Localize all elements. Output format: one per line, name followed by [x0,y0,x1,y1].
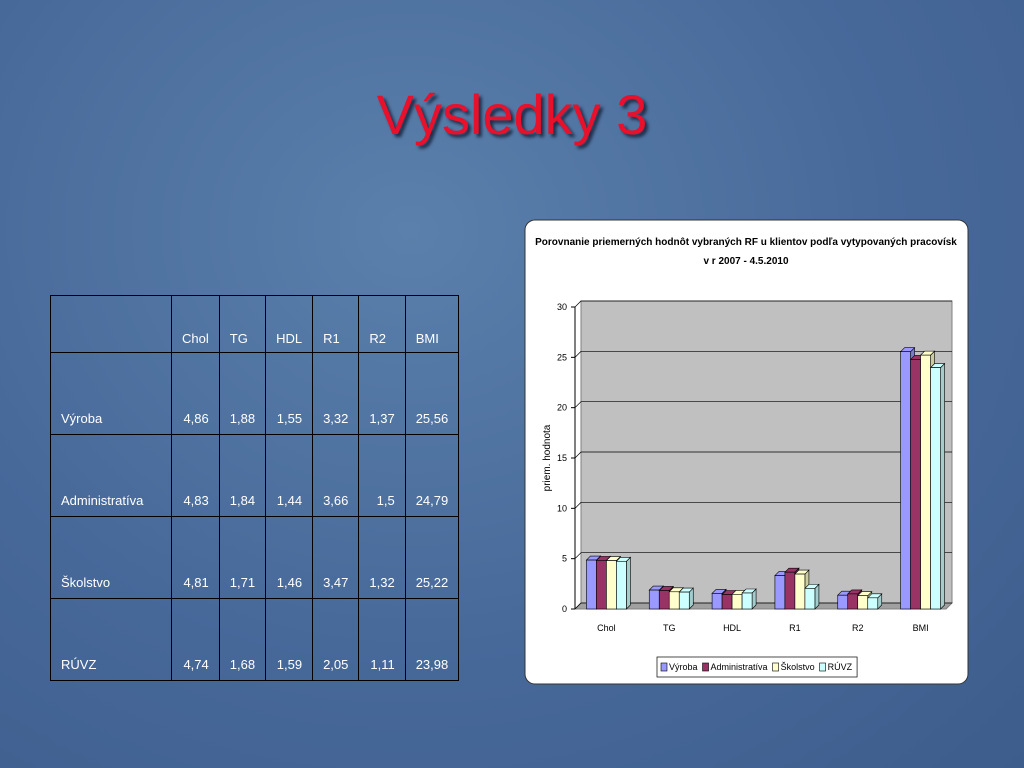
bar [678,591,690,610]
table-cell: 1,71 [218,516,267,599]
column-header: BMI [404,295,460,353]
row-label: Administratíva [50,434,172,517]
legend-label: Výroba [669,662,698,672]
y-tick-label: 5 [562,554,567,564]
legend-label: Školstvo [781,662,815,672]
column-header: TG [218,295,267,353]
plot-floor [573,602,954,610]
header-row: Chol TG HDL R1 R2 BMI [50,295,460,353]
bar [711,593,723,610]
chart-title: Porovnanie priemerných hodnôt vybraných … [535,237,957,248]
bar [741,592,753,610]
y-tick-label: 25 [557,352,567,362]
corner-cell [50,295,172,353]
bar [900,351,911,610]
chart-subtitle: v r 2007 - 4.5.2010 [703,256,789,267]
bar [920,354,931,610]
legend-label: Administratíva [711,662,768,672]
table-cell: 1,68 [218,598,267,681]
legend-swatch [702,662,709,672]
table-cell: 1,11 [358,598,406,681]
column-header: Chol [171,295,220,353]
x-tick-label: TG [663,623,676,633]
bar [668,591,680,610]
grid-line [574,350,952,358]
data-table: Chol TG HDL R1 R2 BMI Výroba 4,86 1,88 1,55 3,32 1,… [50,295,460,681]
table-cell: 1,88 [218,352,267,435]
table-row: Administratíva 4,83 1,84 1,44 3,66 1,5 24,79 [50,434,460,517]
grid-line [574,501,952,509]
bar [867,597,879,610]
table-row: Školstvo 4,81 1,71 1,46 3,47 1,32 25,22 [50,516,460,599]
bar-side [626,556,631,610]
grid-line [574,300,952,308]
table-cell: 1,55 [265,352,314,435]
bar [658,590,670,610]
row-label: Výroba [50,352,172,435]
bar [596,560,607,610]
y-tick-label: 20 [557,403,567,413]
y-tick-label: 15 [557,453,567,463]
bar [616,560,627,610]
bar [930,367,941,610]
bar [837,594,849,610]
bar [648,589,660,610]
bar [606,560,617,610]
table-cell: 3,66 [312,434,360,517]
table-cell: 1,84 [218,434,267,517]
x-tick-label: BMI [913,623,929,633]
table-row: RÚVZ 4,74 1,68 1,59 2,05 1,11 23,98 [50,598,460,681]
table-cell: 25,56 [404,352,460,435]
table-cell: 4,74 [171,598,220,681]
table-cell: 1,37 [358,352,406,435]
bar [804,588,816,610]
table-cell: 2,05 [312,598,360,681]
bar [784,571,796,610]
table-cell: 25,22 [404,516,460,599]
legend-swatch [772,662,779,672]
bar [857,595,869,610]
y-axis-label: priem. hodnota [542,424,553,491]
legend-box [656,656,858,678]
x-tick-label: R1 [789,623,801,633]
legend-swatch [660,662,668,672]
legend-label: RÚVZ [828,662,853,672]
grid-line [574,401,952,408]
bar-side [940,362,945,610]
bar [794,573,806,610]
x-tick-label: HDL [723,623,741,633]
bar [586,559,597,610]
table-cell: 1,32 [358,516,406,599]
table-cell: 1,44 [265,434,314,517]
bar [847,593,859,610]
table-cell: 23,98 [404,598,460,681]
bar [774,575,786,610]
grid-line [574,552,952,559]
table-cell: 3,47 [312,516,360,599]
table-cell: 1,59 [265,598,314,681]
grid-line [574,451,952,459]
table-cell: 24,79 [404,434,460,517]
grid-line [574,602,952,610]
x-tick-label: R2 [852,623,864,633]
slide-title: Výsledky 3 [376,83,648,146]
y-tick-label: 10 [557,503,567,513]
row-label: Školstvo [50,516,172,599]
row-label: RÚVZ [50,598,172,681]
legend-swatch [819,662,826,672]
column-header: R2 [358,295,406,353]
bar [731,594,743,610]
y-tick-label: 0 [562,604,567,614]
y-tick-label: 30 [557,302,567,312]
bar [721,594,733,610]
table-cell: 4,86 [171,352,220,435]
table-row: Výroba 4,86 1,88 1,55 3,32 1,37 25,56 [50,352,460,435]
bar [910,359,921,610]
x-tick-label: Chol [597,623,616,633]
table-cell: 1,5 [358,434,406,517]
